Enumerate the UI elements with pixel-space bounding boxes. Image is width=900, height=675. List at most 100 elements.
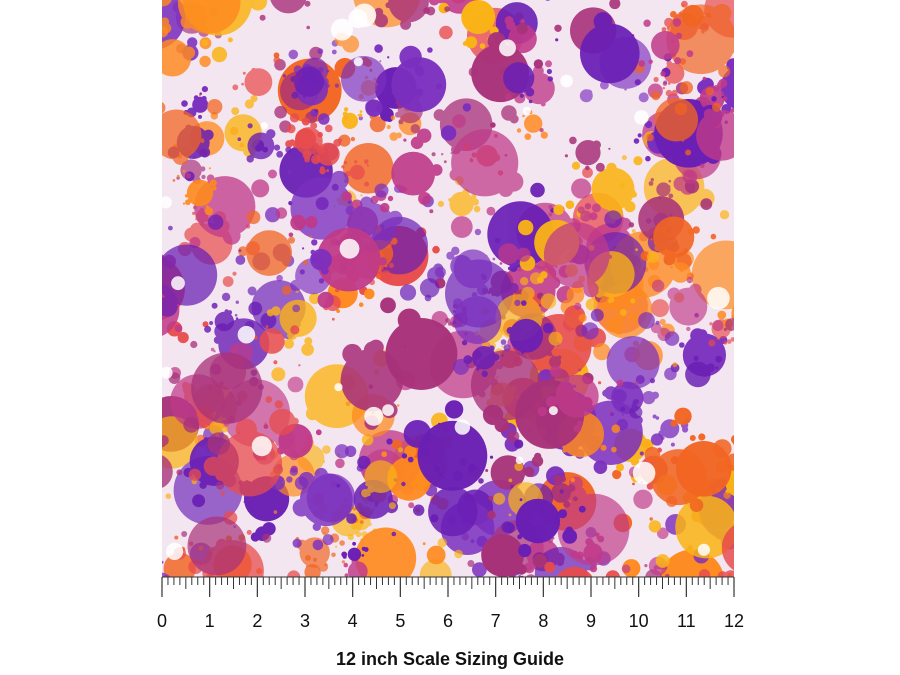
splat-drop <box>651 279 665 292</box>
splat-drop <box>624 201 636 213</box>
splat-drop <box>305 407 320 421</box>
splat-drop <box>462 103 472 112</box>
splat-drop <box>338 134 351 147</box>
splat-drop <box>304 579 308 583</box>
splat-drop <box>276 274 283 282</box>
splat <box>304 555 327 583</box>
splat <box>537 365 624 433</box>
splat-drop <box>450 216 473 238</box>
splat-drop <box>380 270 392 282</box>
splat-drop <box>265 396 273 403</box>
gap <box>522 106 531 115</box>
splat-drop <box>364 181 370 187</box>
splat <box>698 525 734 577</box>
splat-drop <box>554 476 558 481</box>
splat-drop <box>732 438 734 446</box>
splat-drop <box>233 592 238 597</box>
gap <box>162 196 172 209</box>
splat-drop <box>692 226 700 234</box>
splat-drop <box>624 88 627 91</box>
splat-drop <box>755 137 761 143</box>
splat-drop <box>322 534 334 546</box>
splat-drop <box>620 406 626 412</box>
splat-drop <box>288 232 294 238</box>
splat-drop <box>227 37 233 43</box>
splat-drop <box>516 23 528 35</box>
splat-drop <box>292 538 302 548</box>
splat-drop <box>578 505 586 513</box>
splat-drop <box>570 477 575 483</box>
splat-drop <box>712 102 721 112</box>
splat-drop <box>670 442 675 447</box>
splat-drop <box>562 448 567 453</box>
splat-drop <box>589 564 598 573</box>
splat-drop <box>252 431 260 439</box>
splat-drop <box>723 340 728 345</box>
splat-drop <box>298 364 301 367</box>
splat-drop <box>563 500 571 508</box>
splat-drop <box>571 161 581 170</box>
ruler-label: 7 <box>491 611 501 631</box>
splat-drop <box>274 105 287 119</box>
splat-drop <box>657 527 669 540</box>
splat-drop <box>716 336 721 341</box>
splat-drop <box>753 495 757 499</box>
ruler-label: 11 <box>677 611 696 631</box>
splat-drop <box>580 210 592 222</box>
splat <box>379 128 443 214</box>
splat-drop <box>346 513 357 524</box>
splat-drop <box>501 354 504 357</box>
splat-drop <box>598 304 602 308</box>
splat <box>434 228 496 308</box>
splat-drop <box>555 38 559 42</box>
splat-drop <box>611 424 621 434</box>
splat-drop <box>431 152 436 157</box>
splat-drop <box>419 446 430 457</box>
splat-drop <box>487 510 496 519</box>
splat-drop <box>282 74 286 78</box>
splat <box>516 110 548 141</box>
splat-drop <box>304 337 313 346</box>
gap <box>634 110 649 125</box>
splat-drop <box>317 48 324 55</box>
splat-drop <box>329 170 349 190</box>
splat-drop <box>148 10 157 19</box>
splat-core <box>347 561 368 577</box>
splat-drop <box>479 43 486 49</box>
splat-drop <box>238 246 248 257</box>
splat-drop <box>717 571 728 577</box>
splat-drop <box>713 84 720 92</box>
splat-drop <box>343 585 347 589</box>
splat-drop <box>229 345 238 354</box>
splat-drop <box>672 362 678 368</box>
splat-drop <box>604 386 618 400</box>
splat-drop <box>238 249 242 252</box>
splat-drop <box>357 455 371 469</box>
splat-drop <box>572 496 578 502</box>
splat-drop <box>510 485 514 489</box>
splat-drop <box>199 138 205 144</box>
splat-drop <box>287 376 304 393</box>
splat-drop <box>685 149 692 156</box>
splat-drop <box>250 153 256 159</box>
gap <box>260 122 268 130</box>
splat-drop <box>282 285 292 295</box>
splat-drop <box>527 25 530 28</box>
splat <box>238 210 313 295</box>
splat-drop <box>649 517 653 521</box>
splat-drop <box>504 93 512 101</box>
splat <box>162 214 246 317</box>
splat <box>650 276 724 341</box>
splat-drop <box>592 140 601 150</box>
splat-drop <box>478 478 484 484</box>
splat-drop <box>162 296 178 317</box>
splat-drop <box>679 342 685 348</box>
splat-drop <box>202 321 209 328</box>
splat-drop <box>273 52 280 59</box>
splat-drop <box>745 294 749 298</box>
splat-drop <box>193 95 199 101</box>
splat-drop <box>172 148 189 165</box>
splat-drop <box>222 426 228 433</box>
splat-drop <box>440 125 457 141</box>
